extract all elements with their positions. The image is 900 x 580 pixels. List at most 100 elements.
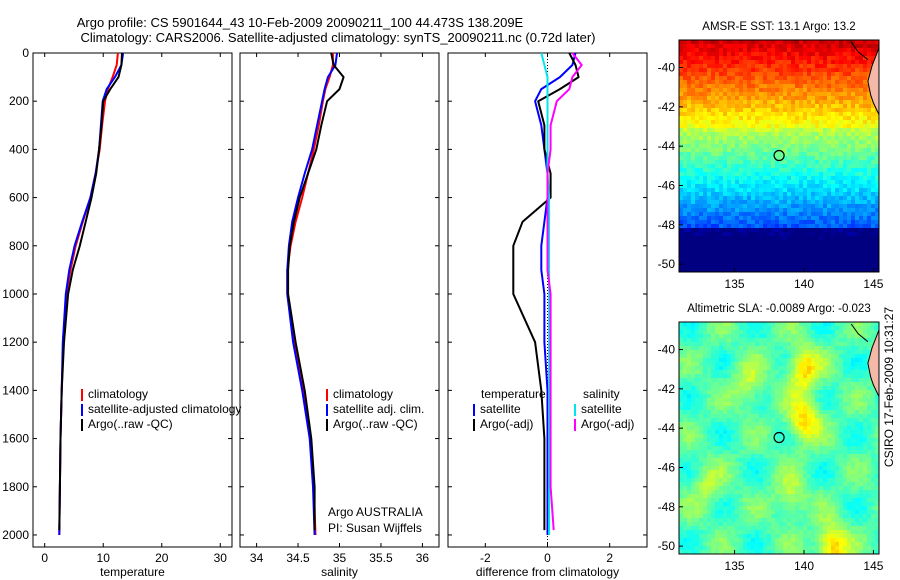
heatmap-cell xyxy=(747,422,752,427)
heatmap-cell xyxy=(723,152,728,157)
heatmap-cell xyxy=(767,510,772,515)
heatmap-cell xyxy=(679,56,684,61)
heatmap-cell xyxy=(799,200,804,205)
heatmap-cell xyxy=(763,80,768,85)
heatmap-cell xyxy=(679,180,684,185)
heatmap-cell xyxy=(707,430,712,435)
heatmap-cell xyxy=(699,342,704,347)
heatmap-cell xyxy=(811,260,816,265)
heatmap-cell xyxy=(679,52,684,57)
heatmap-cell xyxy=(843,80,848,85)
heatmap-cell xyxy=(755,346,760,351)
heatmap-cell xyxy=(767,192,772,197)
heatmap-cell xyxy=(787,148,792,153)
heatmap-cell xyxy=(855,248,860,253)
heatmap-cell xyxy=(699,176,704,181)
heatmap-cell xyxy=(695,148,700,153)
heatmap-cell xyxy=(711,510,716,515)
heatmap-cell xyxy=(687,140,692,145)
heatmap-cell xyxy=(791,414,796,419)
heatmap-cell xyxy=(679,40,684,45)
heatmap-cell xyxy=(747,84,752,89)
heatmap-cell xyxy=(719,80,724,85)
heatmap-cell xyxy=(863,48,868,53)
heatmap-cell xyxy=(687,426,692,431)
heatmap-cell xyxy=(699,526,704,531)
heatmap-cell xyxy=(795,354,800,359)
heatmap-cell xyxy=(731,354,736,359)
heatmap-cell xyxy=(727,538,732,543)
heatmap-cell xyxy=(731,542,736,547)
heatmap-cell xyxy=(739,498,744,503)
heatmap-cell xyxy=(815,244,820,249)
x-tick-label: 20 xyxy=(155,551,169,565)
heatmap-cell xyxy=(695,494,700,499)
heatmap-cell xyxy=(763,434,768,439)
heatmap-cell xyxy=(711,334,716,339)
heatmap-cell xyxy=(695,56,700,61)
heatmap-cell xyxy=(707,120,712,125)
heatmap-cell xyxy=(719,450,724,455)
heatmap-cell xyxy=(735,438,740,443)
heatmap-cell xyxy=(687,220,692,225)
heatmap-cell xyxy=(823,212,828,217)
heatmap-cell xyxy=(679,514,684,519)
heatmap-cell xyxy=(703,180,708,185)
heatmap-cell xyxy=(795,550,800,555)
heatmap-cell xyxy=(831,116,836,121)
heatmap-cell xyxy=(695,350,700,355)
heatmap-cell xyxy=(795,498,800,503)
heatmap-cell xyxy=(767,120,772,125)
heatmap-cell xyxy=(735,378,740,383)
heatmap-cell xyxy=(771,100,776,105)
heatmap-cell xyxy=(703,172,708,177)
heatmap-cell xyxy=(839,244,844,249)
heatmap-cell xyxy=(783,192,788,197)
heatmap-cell xyxy=(855,76,860,81)
heatmap-cell xyxy=(739,394,744,399)
heatmap-cell xyxy=(819,104,824,109)
heatmap-cell xyxy=(843,100,848,105)
heatmap-cell xyxy=(791,244,796,249)
heatmap-cell xyxy=(731,494,736,499)
y-tick-label: 2000 xyxy=(2,528,29,542)
heatmap-cell xyxy=(683,208,688,213)
heatmap-cell xyxy=(827,112,832,117)
heatmap-cell xyxy=(827,148,832,153)
heatmap-cell xyxy=(683,550,688,555)
heatmap-cell xyxy=(679,546,684,551)
heatmap-cell xyxy=(683,330,688,335)
heatmap-cell xyxy=(827,108,832,113)
heatmap-cell xyxy=(791,418,796,423)
heatmap-cell xyxy=(783,402,788,407)
heatmap-cell xyxy=(735,128,740,133)
heatmap-cell xyxy=(759,478,764,483)
heatmap-cell xyxy=(839,60,844,65)
heatmap-cell xyxy=(867,208,872,213)
heatmap-cell xyxy=(863,256,868,261)
heatmap-cell xyxy=(819,152,824,157)
heatmap-cell xyxy=(831,48,836,53)
heatmap-cell xyxy=(683,120,688,125)
heatmap-cell xyxy=(699,144,704,149)
heatmap-cell xyxy=(723,422,728,427)
heatmap-cell xyxy=(787,366,792,371)
heatmap-cell xyxy=(747,116,752,121)
heatmap-cell xyxy=(767,386,772,391)
heatmap-cell xyxy=(707,526,712,531)
heatmap-cell xyxy=(683,542,688,547)
heatmap-cell xyxy=(747,478,752,483)
heatmap-cell xyxy=(751,156,756,161)
heatmap-cell xyxy=(779,264,784,269)
heatmap-cell xyxy=(747,52,752,57)
heatmap-cell xyxy=(747,128,752,133)
heatmap-cell xyxy=(699,514,704,519)
heatmap-cell xyxy=(815,196,820,201)
heatmap-cell xyxy=(719,378,724,383)
heatmap-cell xyxy=(811,108,816,113)
heatmap-cell xyxy=(735,44,740,49)
heatmap-cell xyxy=(755,56,760,61)
heatmap-cell xyxy=(711,342,716,347)
heatmap-cell xyxy=(787,518,792,523)
heatmap-cell xyxy=(775,192,780,197)
